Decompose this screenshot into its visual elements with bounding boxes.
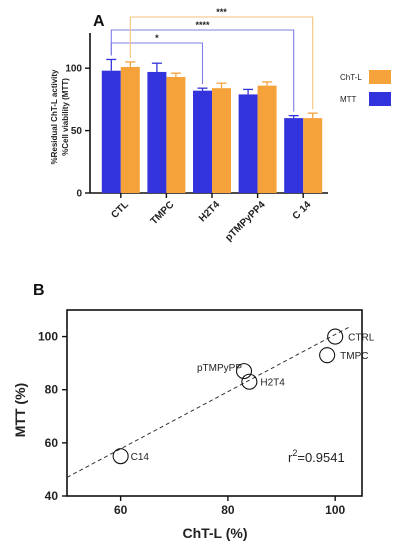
panel-a-legend-label: ChT-L xyxy=(340,73,362,82)
panel-a-ylabel-line-1: %Residual ChT-L activity xyxy=(50,69,59,165)
panel-a-ytick-label: 50 xyxy=(71,126,83,137)
panel-a-significance-label: *** xyxy=(216,7,227,17)
panel-a-bar xyxy=(166,76,186,193)
panel-a-xtick-label: pTMPyPP4 xyxy=(223,199,268,244)
panel-b-ytick-label: 40 xyxy=(45,489,59,503)
r2-value: =0.9541 xyxy=(297,450,344,465)
panel-b-point-label: C14 xyxy=(131,452,150,463)
panel-b-ytick-label: 80 xyxy=(45,383,59,397)
panel-b-xtick-label: 80 xyxy=(221,503,235,517)
panel-b-point-label: H2T4 xyxy=(260,378,285,389)
panel-a-bar xyxy=(193,90,212,193)
panel-b-point xyxy=(241,373,258,390)
panel-b-ytick-label: 60 xyxy=(45,436,59,450)
panel-b-xlabel: ChT-L (%) xyxy=(182,525,247,541)
panel-a-bar xyxy=(238,94,258,193)
panel-a-legend-swatch xyxy=(369,92,391,106)
r2-superscript: 2 xyxy=(292,448,297,458)
panel-a-ylabel-line-2: %Cell viability (MTT) xyxy=(61,78,70,156)
panel-b-scatter-chart: 40 60 80 100 60 80 100 CTRL TMPC pTMPyPP H2T4 C14 xyxy=(38,309,375,517)
panel-a-bar xyxy=(147,71,167,193)
panel-a-label: A xyxy=(93,13,105,30)
panel-a-significance-label: * xyxy=(155,33,159,43)
r2-prefix: r xyxy=(288,450,293,465)
panel-a-significance-bracket xyxy=(110,29,295,112)
panel-a-xtick-label: CTL xyxy=(109,199,131,221)
panel-b-xtick-label: 100 xyxy=(325,503,345,517)
panel-b-ytick-label: 100 xyxy=(38,330,58,344)
panel-a-significance-label: **** xyxy=(195,20,210,30)
panel-b-r2-annotation: r2=0.9541 xyxy=(288,448,345,465)
panel-a-xtick-label: C 14 xyxy=(291,199,314,222)
panel-a-bar xyxy=(257,85,277,193)
panel-b-point xyxy=(112,448,129,465)
panel-a-bar xyxy=(120,66,140,193)
panel-b-plot-frame xyxy=(66,309,363,497)
panel-a-bar xyxy=(303,118,323,193)
panel-a-bar xyxy=(284,118,304,193)
panel-b-point-label: CTRL xyxy=(348,333,375,344)
panel-a-ytick-label: 100 xyxy=(65,64,82,75)
panel-b-point-label: pTMPyPP xyxy=(197,363,242,374)
panel-a-significance-bracket xyxy=(129,16,314,110)
panel-a-legend-label: MTT xyxy=(340,95,357,104)
panel-b-point xyxy=(319,347,336,364)
panel-a-xtick-label: H2T4 xyxy=(197,199,222,224)
panel-b-fit-line xyxy=(66,325,352,478)
panel-a-bar xyxy=(212,88,231,193)
panel-a-legend-swatch xyxy=(369,70,391,84)
panel-b-ylabel: MTT (%) xyxy=(12,383,28,437)
panel-a-bar xyxy=(101,70,121,193)
panel-a-xtick-label: TMPC xyxy=(149,199,177,227)
panel-a-ytick-label: 0 xyxy=(76,189,82,200)
panel-b-point xyxy=(235,363,253,380)
panel-b-label: B xyxy=(33,282,45,299)
panel-b-point xyxy=(327,328,344,345)
panel-b-xtick-label: 60 xyxy=(114,503,128,517)
panel-b-point-label: TMPC xyxy=(340,351,368,362)
